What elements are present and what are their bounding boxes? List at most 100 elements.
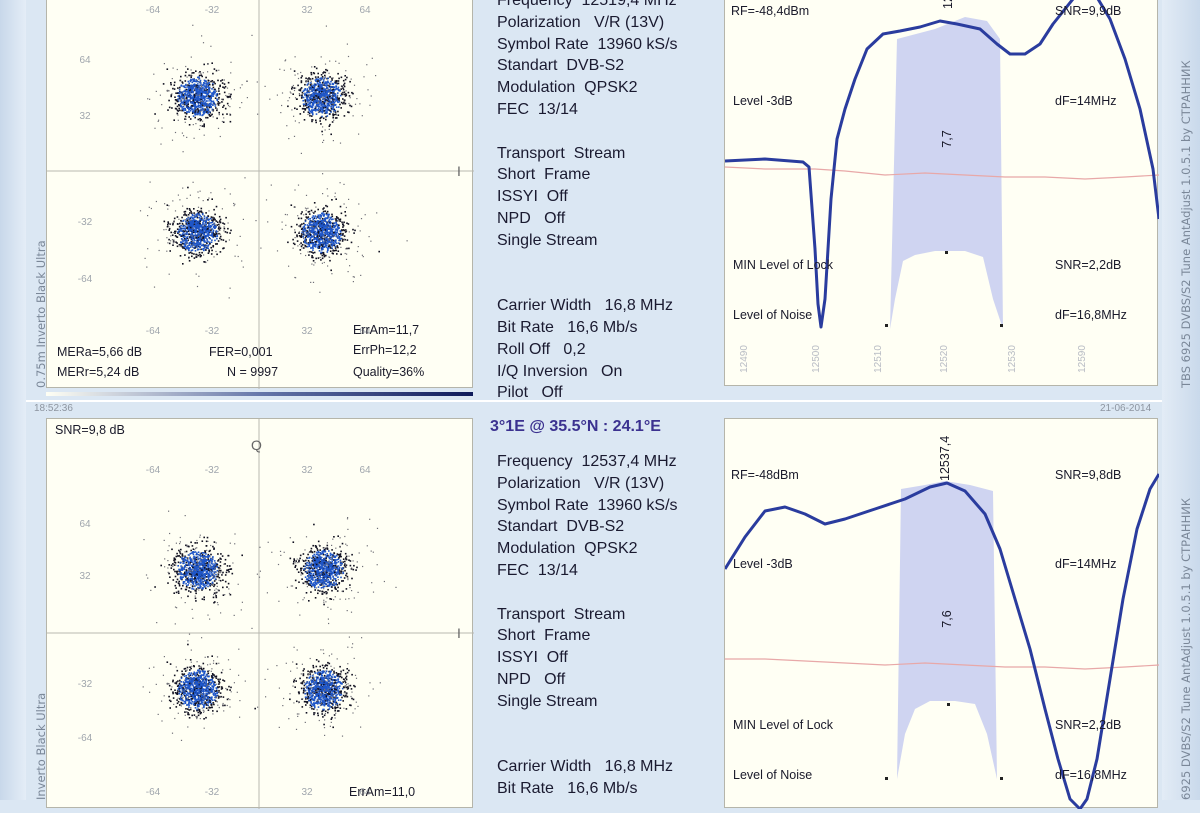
tick-label: -64 xyxy=(78,733,93,744)
snr-min-label: SNR=2,2dB xyxy=(1055,258,1121,272)
err-ph-value: ErrPh=12,2 xyxy=(353,343,417,357)
x-tick-label: 12490 xyxy=(739,345,750,373)
signal-info-line xyxy=(497,734,678,756)
level-3db-label: Level -3dB xyxy=(733,557,793,571)
tick-label: -32 xyxy=(205,787,220,798)
tick-label: -32 xyxy=(78,679,93,690)
tick-label: -32 xyxy=(205,5,220,16)
x-tick-label: 12590 xyxy=(1077,345,1088,373)
df-3db-label: dF=14MHz xyxy=(1055,557,1116,571)
signal-info-line: Short Frame xyxy=(497,164,678,186)
x-tick-label: 12530 xyxy=(1007,345,1018,373)
err-am-value: ErrAm=11,0 xyxy=(349,785,415,799)
right-bottom-label: 6925 DVBS/S2 Tune AntAdjust 1.0.5.1 by С… xyxy=(1179,498,1193,800)
min-level-of-lock-label: MIN Level of Lock xyxy=(733,258,834,272)
center-frequency-label: 12519,4 xyxy=(941,0,955,9)
axis-q-label: Q xyxy=(251,437,262,453)
tick-label: 32 xyxy=(79,111,91,122)
signal-info-line: Standart DVB-S2 xyxy=(497,516,678,538)
tick-label: -32 xyxy=(205,326,220,337)
satellite-position-title: 3°1E @ 35.5°N : 24.1°E xyxy=(490,418,661,436)
df-3db-label: dF=14MHz xyxy=(1055,94,1116,108)
signal-info-line: Transport Stream xyxy=(497,604,678,626)
x-tick-label: 12510 xyxy=(873,345,884,373)
level-of-noise-label: Level of Noise xyxy=(733,768,812,782)
tick-label: -64 xyxy=(146,5,161,16)
right-top-label: TBS 6925 DVBS/S2 Tune AntAdjust 1.0.5.1 … xyxy=(1179,60,1193,388)
tick-label: 64 xyxy=(79,55,91,66)
signal-info-line: Transport Stream xyxy=(497,143,678,165)
signal-info-line: NPD Off xyxy=(497,208,678,230)
signal-info-line: Symbol Rate 13960 kS/s xyxy=(497,34,678,56)
tick-label: -32 xyxy=(78,217,93,228)
tick-label: 64 xyxy=(359,465,371,476)
signal-info-line: Modulation QPSK2 xyxy=(497,538,678,560)
signal-info-line: Frequency 12519,4 MHz xyxy=(497,0,678,12)
signal-info-line: Symbol Rate 13960 kS/s xyxy=(497,495,678,517)
snr-label: SNR=9,9dB xyxy=(1055,4,1121,18)
center-frequency-label: 12537,4 xyxy=(938,436,952,481)
df-noise-label: dF=16,8MHz xyxy=(1055,768,1127,782)
bandwidth-value: 7,6 xyxy=(940,610,954,627)
left-sidebar xyxy=(0,0,26,800)
mer-a-value: MERa=5,66 dB xyxy=(57,345,142,359)
signal-info-line: I/Q Inversion On xyxy=(497,361,678,383)
tick-label: -64 xyxy=(146,787,161,798)
tick-label: 32 xyxy=(301,787,313,798)
timestamp-date: 21-06-2014 xyxy=(1100,403,1151,414)
tick-label: 64 xyxy=(79,519,91,530)
x-tick-label: 12520 xyxy=(939,345,950,373)
x-tick-label: 12500 xyxy=(811,345,822,373)
signal-info-line xyxy=(497,273,678,295)
signal-info-line: FEC 13/14 xyxy=(497,99,678,121)
tick-label: -64 xyxy=(78,274,93,285)
min-level-of-lock-label: MIN Level of Lock xyxy=(733,718,834,732)
mer-r-value: MERr=5,24 dB xyxy=(57,365,139,379)
signal-info-line: Bit Rate 16,6 Mb/s xyxy=(497,778,678,800)
n-value: N = 9997 xyxy=(227,365,278,379)
signal-info-line: Roll Off 0,2 xyxy=(497,339,678,361)
section-divider xyxy=(26,400,1162,402)
marker-dot xyxy=(885,777,888,780)
marker-dot xyxy=(885,324,888,327)
signal-info-line: ISSYI Off xyxy=(497,186,678,208)
signal-info-line: Single Stream xyxy=(497,691,678,713)
tick-label: 32 xyxy=(79,571,91,582)
snr-value: SNR=9,8 dB xyxy=(55,423,125,437)
tick-label: -32 xyxy=(205,465,220,476)
constellation-points xyxy=(140,25,408,299)
signal-info-line: ISSYI Off xyxy=(497,647,678,669)
rf-level-label: RF=-48,4dBm xyxy=(731,4,809,18)
signal-info-line xyxy=(497,121,678,143)
tick-label: 64 xyxy=(359,5,371,16)
df-noise-label: dF=16,8MHz xyxy=(1055,308,1127,322)
signal-band-fill xyxy=(897,481,997,779)
marker-dot xyxy=(1000,324,1003,327)
signal-info-line: NPD Off xyxy=(497,669,678,691)
marker-dot xyxy=(1000,777,1003,780)
signal-info-line: Modulation QPSK2 xyxy=(497,77,678,99)
rf-level-label: RF=-48dBm xyxy=(731,468,799,482)
signal-info-line xyxy=(497,713,678,735)
signal-info-line: FEC 13/14 xyxy=(497,560,678,582)
marker-dot xyxy=(947,703,950,706)
fer-value: FER=0,001 xyxy=(209,345,273,359)
axis-i-label: I xyxy=(457,163,461,179)
signal-band-fill xyxy=(890,17,1003,329)
signal-info-line: Single Stream xyxy=(497,230,678,252)
timestamp-time: 18:52:36 xyxy=(34,403,73,414)
err-am-value: ErrAm=11,7 xyxy=(353,323,419,337)
signal-info-line: Standart DVB-S2 xyxy=(497,55,678,77)
axis-i-label: I xyxy=(457,625,461,641)
level-of-noise-label: Level of Noise xyxy=(733,308,812,322)
snr-min-label: SNR=2,2dB xyxy=(1055,718,1121,732)
signal-info-line: Bit Rate 16,6 Mb/s xyxy=(497,317,678,339)
